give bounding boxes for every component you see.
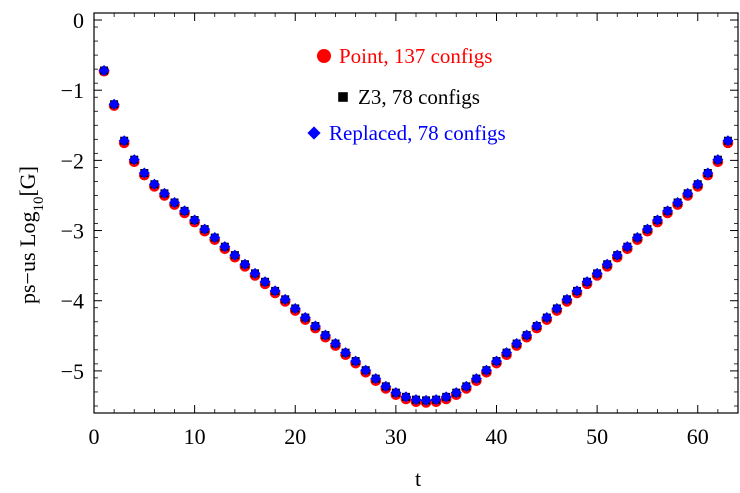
data-point-diamond (460, 380, 472, 392)
y-tick-label: −4 (61, 289, 84, 314)
y-axis-label-subscript: 10 (31, 197, 47, 212)
data-point-diamond (571, 285, 583, 297)
data-point-diamond (199, 223, 211, 235)
y-axis-label-prefix: ps−us Log (15, 212, 40, 304)
data-point-diamond (521, 329, 533, 341)
data-point-diamond (380, 380, 392, 392)
data-point-diamond (420, 394, 432, 406)
data-point-diamond (511, 338, 523, 350)
data-point-diamond (631, 232, 643, 244)
data-point-diamond (410, 394, 422, 406)
x-axis-label: t (415, 466, 421, 491)
data-point-diamond (350, 355, 362, 367)
y-axis-label: ps−us Log10[G] (15, 166, 47, 304)
legend-entry: Replaced, 78 configs (307, 121, 506, 145)
legend-label: Point, 137 configs (339, 44, 492, 68)
data-point-diamond (440, 391, 452, 403)
x-tick-label: 60 (687, 424, 709, 449)
data-point-diamond (400, 391, 412, 403)
data-point-diamond (672, 196, 684, 208)
data-point-diamond (450, 387, 462, 399)
data-point-diamond (330, 338, 341, 350)
data-point-diamond (501, 347, 513, 359)
data-point-diamond (641, 223, 653, 235)
data-point-diamond (340, 347, 352, 359)
x-tick-label: 20 (284, 424, 306, 449)
data-point-diamond (259, 276, 271, 288)
data-point-diamond (611, 249, 623, 261)
plot-frame (93, 12, 739, 414)
y-tick-label: −5 (61, 359, 84, 384)
axis-ticks-layer: 0 10 20 30 40 50 60 0 −1 −2 −3 −4 −5 (61, 8, 738, 449)
data-point-diamond (702, 167, 714, 179)
legend-marker-diamond (307, 126, 321, 140)
data-point-diamond (491, 355, 502, 367)
legend: Point, 137 configs Z3, 78 configs Replaced… (307, 44, 506, 145)
y-tick-label: −2 (61, 148, 84, 173)
legend-entry: Point, 137 configs (317, 44, 492, 68)
data-point-diamond (138, 167, 150, 179)
plot-frame-layer (93, 12, 739, 414)
legend-label: Replaced, 78 configs (329, 121, 506, 145)
data-point-diamond (299, 312, 311, 324)
data-point-diamond (279, 293, 291, 305)
data-point-diamond (249, 267, 261, 279)
series-diamond (98, 65, 734, 406)
data-point-diamond (289, 302, 301, 314)
data-point-diamond (319, 329, 331, 341)
data-point-diamond (158, 187, 170, 199)
data-point-diamond (480, 364, 492, 376)
legend-entry: Z3, 78 configs (338, 85, 480, 109)
data-point-diamond (682, 187, 694, 199)
data-series-layer (98, 65, 734, 408)
data-point-diamond (662, 205, 674, 217)
y-tick-label: −1 (61, 78, 84, 103)
data-point-diamond (601, 258, 613, 270)
y-tick-label: −3 (61, 219, 84, 244)
data-point-diamond (118, 135, 130, 147)
legend-label: Z3, 78 configs (358, 85, 480, 109)
x-tick-label: 0 (89, 424, 100, 449)
y-axis-label-suffix: [G] (15, 166, 40, 197)
data-point-diamond (239, 258, 251, 270)
data-point-diamond (591, 267, 603, 279)
data-point-diamond (370, 373, 382, 385)
y-tick-label: 0 (73, 8, 84, 33)
data-point-diamond (98, 65, 110, 77)
data-point-diamond (148, 178, 160, 190)
x-tick-label: 40 (486, 424, 508, 449)
data-point-diamond (360, 364, 372, 376)
data-point-diamond (128, 154, 140, 166)
data-point-diamond (541, 312, 553, 324)
x-tick-label: 30 (385, 424, 407, 449)
data-point-diamond (561, 293, 573, 305)
data-point-diamond (269, 285, 281, 297)
data-point-diamond (229, 249, 241, 261)
data-point-diamond (219, 241, 231, 253)
data-point-diamond (581, 276, 593, 288)
data-point-diamond (470, 373, 482, 385)
data-point-diamond (179, 205, 191, 217)
data-point-diamond (309, 320, 321, 332)
legend-marker-square (338, 92, 348, 102)
data-point-diamond (692, 178, 704, 190)
data-point-diamond (531, 320, 543, 332)
data-point-diamond (209, 232, 221, 244)
data-point-diamond (390, 387, 402, 399)
x-tick-label: 50 (586, 424, 608, 449)
data-point-diamond (652, 214, 663, 226)
data-point-diamond (189, 214, 201, 226)
data-point-diamond (430, 394, 442, 406)
data-point-diamond (169, 196, 180, 208)
data-point-diamond (722, 135, 734, 147)
data-point-diamond (108, 98, 120, 110)
x-tick-label: 10 (184, 424, 206, 449)
data-point-diamond (551, 302, 563, 314)
legend-marker-circle (317, 49, 331, 63)
data-point-diamond (621, 241, 633, 253)
data-point-diamond (712, 154, 724, 166)
